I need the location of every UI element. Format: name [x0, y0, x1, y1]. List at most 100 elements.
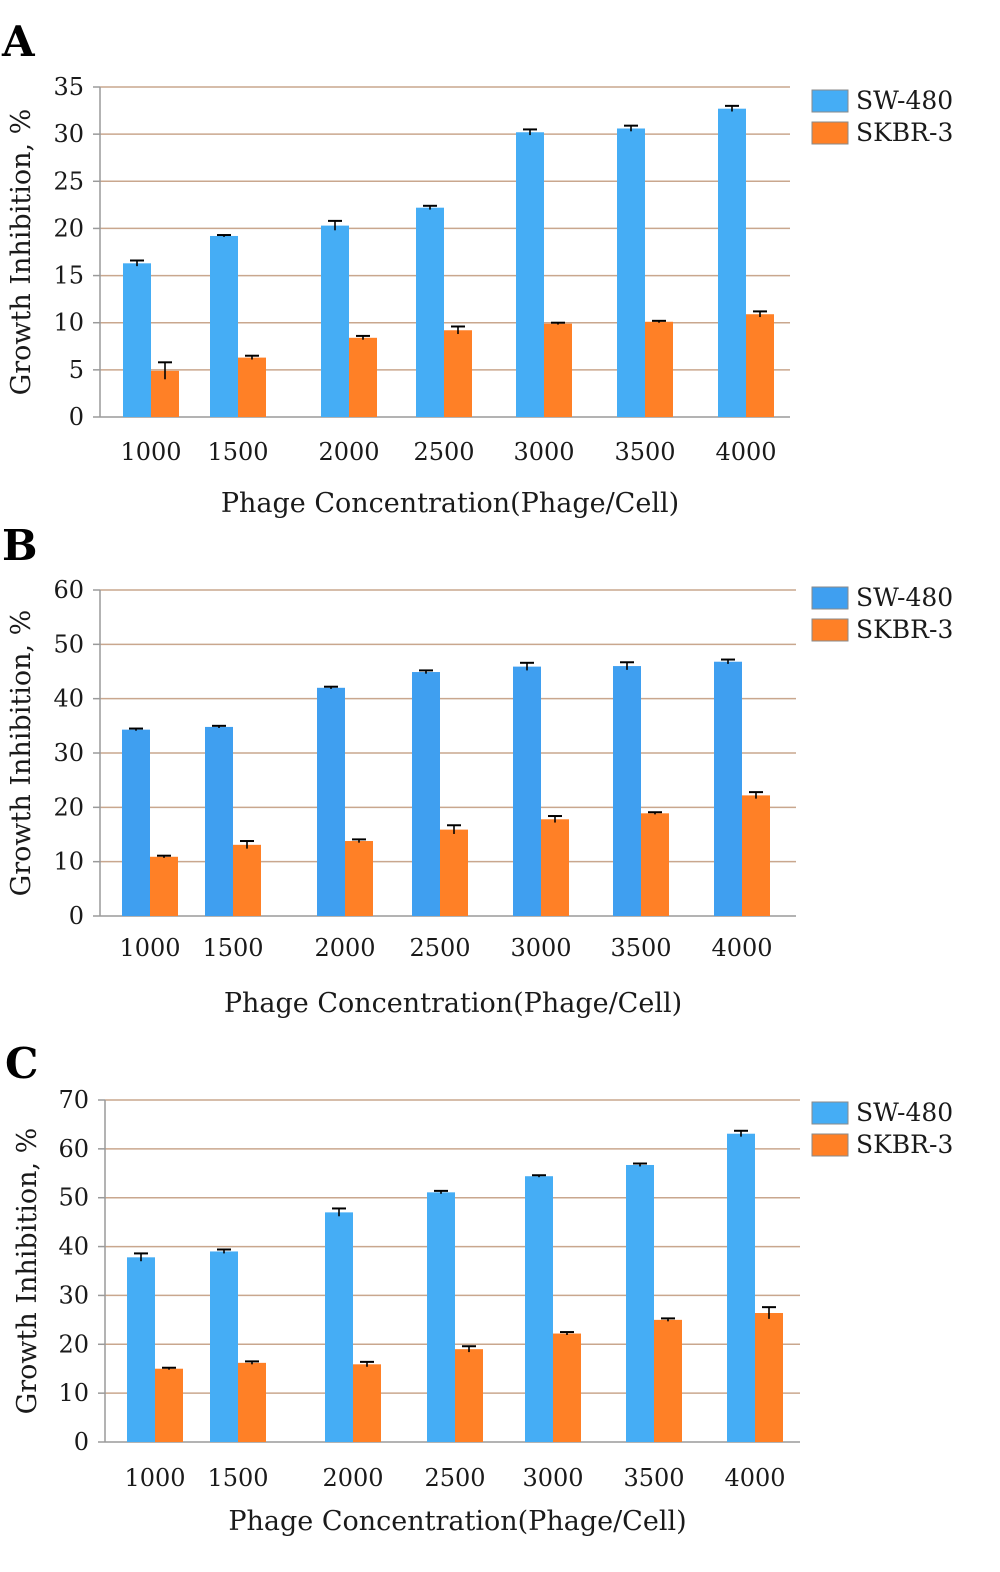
y-tick-label: 20: [58, 1330, 89, 1358]
x-tick-label: 2500: [424, 1464, 485, 1492]
x-tick-label: 2000: [322, 1464, 383, 1492]
legend-swatch-skbr-3: [811, 618, 849, 642]
x-tick-label: 1000: [119, 934, 180, 962]
x-tick-label: 2000: [314, 934, 375, 962]
y-tick-label: 50: [58, 1184, 89, 1212]
y-axis-title: Growth Inhibition, %: [12, 1128, 43, 1415]
bar-sw-480-1000: [123, 263, 151, 417]
x-tick-label: 1500: [207, 1464, 268, 1492]
bar-sw-480-2000: [321, 225, 349, 417]
bar-skbr-3-2000: [353, 1364, 381, 1442]
x-tick-label: 3000: [510, 934, 571, 962]
y-tick-label: 0: [74, 1428, 89, 1456]
bar-sw-480-1000: [122, 729, 150, 916]
bar-sw-480-2500: [427, 1192, 455, 1442]
legend-label: SKBR-3: [856, 615, 953, 644]
x-tick-label: 4000: [724, 1464, 785, 1492]
y-tick-label: 40: [53, 685, 84, 713]
y-tick-label: 60: [53, 576, 84, 604]
x-tick-label: 1000: [120, 438, 181, 466]
legend-label: SKBR-3: [856, 1130, 953, 1159]
panel-letter: C: [5, 1039, 38, 1088]
bar-sw-480-1500: [205, 726, 233, 916]
bar-skbr-3-4000: [746, 314, 774, 417]
bar-skbr-3-3500: [641, 813, 669, 916]
bar-skbr-3-2000: [345, 841, 373, 916]
panel-letter: B: [2, 521, 38, 570]
bar-sw-480-2000: [317, 687, 345, 916]
bar-sw-480-4000: [727, 1133, 755, 1442]
bar-skbr-3-1000: [150, 856, 178, 916]
x-tick-label: 1500: [207, 438, 268, 466]
y-tick-label: 70: [58, 1086, 89, 1114]
y-tick-label: 35: [53, 73, 84, 101]
legend-swatch-sw-480: [811, 89, 849, 113]
x-tick-label: 3000: [513, 438, 574, 466]
x-tick-label: 3500: [610, 934, 671, 962]
bar-skbr-3-1500: [238, 357, 266, 417]
bar-sw-480-3500: [613, 666, 641, 916]
legend: SW-480 SKBR-3: [811, 583, 953, 644]
x-axis-title: Phage Concentration(Phage/Cell): [228, 1506, 686, 1537]
y-tick-label: 60: [58, 1135, 89, 1163]
x-tick-label: 2000: [318, 438, 379, 466]
y-tick-label: 30: [58, 1281, 89, 1309]
x-axis-title: Phage Concentration(Phage/Cell): [221, 488, 679, 519]
y-tick-label: 25: [53, 167, 84, 195]
bar-skbr-3-1500: [233, 844, 261, 916]
legend-swatch-skbr-3: [811, 121, 849, 145]
y-tick-label: 15: [53, 262, 84, 290]
y-tick-label: 40: [58, 1233, 89, 1261]
chart-panel-a: A 0 5 10 15 20 25 30 35 1000 1500 2000 2500 3000 3500 4…: [1, 17, 953, 519]
legend-label: SW-480: [856, 1098, 953, 1127]
chart-panel-c: C 0 10 20 30 40 50 60 70 1000 1500 2000 2500 3000 3500…: [5, 1039, 953, 1537]
chart-panel-b: B 0 10 20 30 40 50 60 1000 1500 2000 2500 3000 3500 40…: [2, 521, 953, 1019]
bar-skbr-3-4000: [742, 795, 770, 916]
x-tick-label: 4000: [715, 438, 776, 466]
bar-skbr-3-1500: [238, 1362, 266, 1442]
legend-swatch-sw-480: [811, 1101, 849, 1125]
bar-sw-480-3000: [513, 666, 541, 916]
y-tick-label: 0: [69, 403, 84, 431]
y-tick-label: 0: [69, 902, 84, 930]
bar-sw-480-3500: [626, 1164, 654, 1442]
legend-swatch-skbr-3: [811, 1133, 849, 1157]
bar-sw-480-1000: [127, 1257, 155, 1442]
bar-sw-480-3500: [617, 128, 645, 417]
y-tick-label: 5: [69, 356, 84, 384]
y-tick-label: 50: [53, 630, 84, 658]
bar-skbr-3-1000: [155, 1368, 183, 1442]
legend-label: SW-480: [856, 86, 953, 115]
x-axis-title: Phage Concentration(Phage/Cell): [224, 988, 682, 1019]
legend: SW-480 SKBR-3: [811, 1098, 953, 1159]
y-tick-label: 30: [53, 120, 84, 148]
bar-skbr-3-3000: [553, 1333, 581, 1442]
bar-sw-480-2500: [416, 207, 444, 417]
bar-sw-480-2500: [412, 672, 440, 916]
x-tick-label: 1500: [202, 934, 263, 962]
bar-skbr-3-3500: [645, 321, 673, 417]
bar-skbr-3-2500: [440, 829, 468, 916]
bar-sw-480-1500: [210, 1251, 238, 1442]
bar-skbr-3-2500: [455, 1349, 483, 1442]
legend: SW-480 SKBR-3: [811, 86, 953, 147]
y-tick-label: 10: [58, 1379, 89, 1407]
y-tick-label: 20: [53, 793, 84, 821]
x-tick-label: 1000: [124, 1464, 185, 1492]
legend-label: SKBR-3: [856, 118, 953, 147]
x-tick-label: 2500: [409, 934, 470, 962]
y-axis-title: Growth Inhibition, %: [6, 109, 37, 396]
bar-skbr-3-3000: [544, 323, 572, 417]
x-tick-label: 3000: [522, 1464, 583, 1492]
y-tick-label: 10: [53, 309, 84, 337]
y-axis-title: Growth Inhibition, %: [6, 610, 37, 897]
bar-skbr-3-3000: [541, 819, 569, 916]
bar-sw-480-2000: [325, 1212, 353, 1442]
legend-swatch-sw-480: [811, 586, 849, 610]
legend-label: SW-480: [856, 583, 953, 612]
bar-sw-480-3000: [516, 132, 544, 417]
bar-sw-480-4000: [718, 108, 746, 417]
bar-skbr-3-2500: [444, 330, 472, 417]
bar-sw-480-1500: [210, 235, 238, 417]
